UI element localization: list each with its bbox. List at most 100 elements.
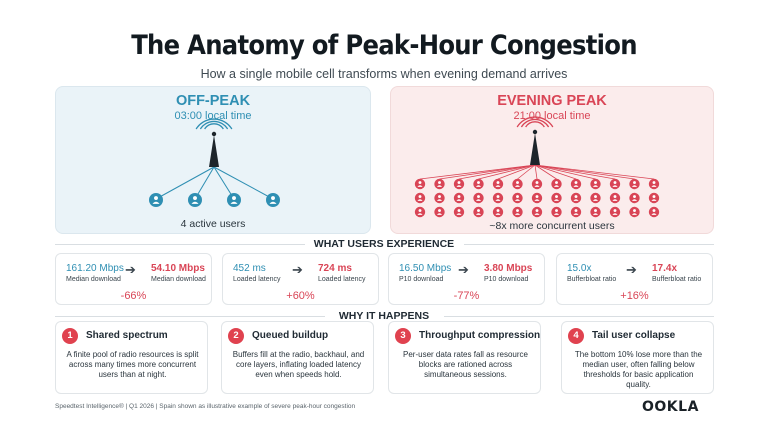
user-circle [551,192,562,204]
user-head [516,195,519,198]
user-circle [492,206,504,218]
user-circle [414,178,426,190]
user-circle [551,178,562,190]
metric-from-value: 452 ms [233,263,266,274]
user-body [417,185,423,187]
user-head [594,181,597,184]
arrow-right-icon: ➔ [292,262,303,277]
cell-tower-icon [195,118,233,167]
user-head [438,195,441,198]
signal-line [534,164,655,180]
user-head [232,196,236,200]
user-body [230,201,238,204]
user-icon [453,178,465,190]
reason-card-tail-user: 4 Tail user collapse The bottom 10% lose… [561,321,714,394]
page-subtitle: How a single mobile cell transforms when… [200,67,568,81]
user-head [457,195,461,198]
user-circle [629,192,640,204]
radio-wave [516,116,554,128]
user-body [191,201,199,204]
user-body [592,185,599,187]
cell-tower-icon [516,116,554,165]
offpeak-caption: 4 active users [180,218,246,230]
radio-wave [199,120,229,130]
signal-line [534,164,577,180]
user-icon [551,178,562,190]
user-body [436,199,443,201]
user-icon [266,193,280,207]
user-body [495,199,501,201]
user-circle [473,206,484,218]
reason-body: Buffers fill at the radio, backhaul, and… [232,350,365,379]
user-body [651,199,657,201]
user-icon [570,192,582,204]
user-head [633,209,636,212]
reason-title: Shared spectrum [86,330,168,341]
user-circle [512,178,523,190]
metric-from-label: Bufferbloat ratio [567,276,617,283]
user-head [613,195,617,198]
user-body [631,185,638,187]
user-icon [629,206,640,218]
user-head [652,181,656,184]
radio-wave [204,123,224,130]
metric-to-value: 724 ms [318,263,352,274]
user-head [496,181,500,184]
user-body [417,199,423,201]
arrow-right-icon: ➔ [626,262,637,277]
tower-tip [532,129,538,135]
user-icon [551,206,562,218]
user-body [612,185,618,187]
reason-card-throughput: 3 Throughput compression Per-user data r… [388,321,541,394]
user-circle [570,206,582,218]
user-icon [414,192,426,204]
user-head [457,209,461,212]
peak-label: EVENING PEAK [497,93,607,109]
user-icon [531,178,543,190]
arrow-right-icon: ➔ [458,262,469,277]
offpeak-time: 03:00 local time [174,110,252,122]
user-head [496,209,500,212]
user-icon [590,178,601,190]
user-circle [414,192,426,204]
user-circle [473,178,484,190]
signal-line [517,164,536,180]
user-circle [434,178,445,190]
peak-diagram [414,116,660,218]
user-body [631,213,638,215]
user-head [457,181,461,184]
metric-from-value: 161.20 Mbps [66,263,124,274]
user-head [535,195,539,198]
radio-wave [195,118,233,130]
user-body [573,199,579,201]
user-circle [531,192,543,204]
peak-panel: EVENING PEAK 21:00 local time ~8x more c… [390,86,714,234]
user-icon [629,192,640,204]
user-head [193,196,197,200]
user-icon [188,193,202,207]
user-icon [492,178,504,190]
metric-from-value: 15.0x [567,263,592,274]
metric-card-download: 161.20 Mbps Median download ➔ 54.10 Mbps… [55,253,212,305]
user-body [553,199,560,201]
reason-card-queued-buildup: 2 Queued buildup Buffers fill at the rad… [221,321,374,394]
user-icon [551,192,562,204]
user-circle [648,178,660,190]
user-body [514,213,521,215]
user-body [651,213,657,215]
user-circle [609,206,621,218]
user-head [154,196,158,200]
user-head [535,209,539,212]
user-circle [512,192,523,204]
user-body [456,185,462,187]
reason-title: Queued buildup [252,330,329,341]
signal-line [497,164,536,180]
user-head [516,209,519,212]
user-icon [434,206,445,218]
user-icon [648,206,660,218]
signal-line [213,166,274,200]
user-body [417,213,423,215]
user-body [475,185,482,187]
user-icon [609,192,621,204]
user-body [592,213,599,215]
